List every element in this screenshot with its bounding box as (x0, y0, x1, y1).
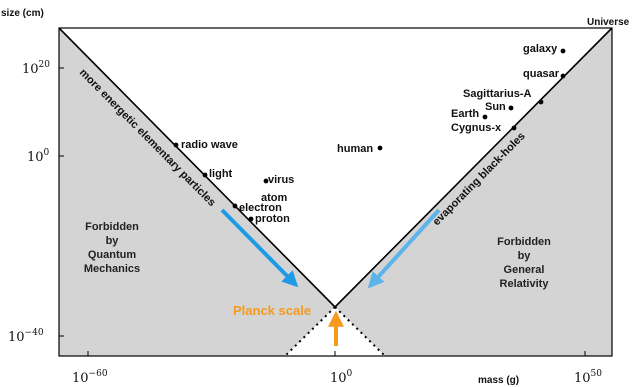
sagittarius-dot (538, 99, 544, 105)
sagittarius-label: Sagittarius-A (463, 88, 532, 100)
x-tick-label: 100 (330, 369, 353, 386)
svg-text:Quantum: Quantum (88, 249, 136, 261)
object-markers (173, 48, 566, 222)
svg-text:by: by (518, 250, 532, 262)
relativity-region-label: Forbidden by General Relativity (497, 236, 551, 290)
cygnus-dot (511, 125, 517, 131)
radio-wave-dot (173, 142, 179, 148)
human-label: human (337, 143, 373, 155)
y-tick-label: 10−40 (8, 328, 44, 345)
x-tick-label: 10−60 (72, 369, 108, 386)
virus-dot (263, 178, 269, 184)
quasar-dot (560, 73, 566, 79)
light-dot (202, 172, 208, 178)
axis-ticks (59, 67, 586, 356)
proton-dot (248, 216, 254, 222)
x-tick-label: 1050 (574, 369, 602, 386)
svg-text:Forbidden: Forbidden (497, 236, 551, 248)
x-axis-title: mass (g) (478, 375, 519, 386)
cygnus-label: Cygnus-x (451, 122, 502, 134)
sun-label: Sun (485, 101, 506, 113)
quasar-label: quasar (523, 68, 560, 80)
earth-label: Earth (451, 108, 479, 120)
y-tick-label: 1020 (22, 60, 50, 77)
quantum-forbidden-region (59, 28, 335, 356)
light-label: light (209, 168, 233, 180)
virus-label: virus (268, 174, 294, 186)
y-tick-label: 100 (27, 148, 50, 165)
svg-text:Forbidden: Forbidden (85, 221, 139, 233)
planck-scale-label: Planck scale (233, 303, 311, 318)
atom-label: atom (261, 192, 288, 204)
particles-arrow (220, 208, 299, 288)
electron-label: electron (239, 202, 282, 214)
earth-dot (482, 114, 488, 120)
galaxy-dot (560, 48, 566, 54)
galaxy-label: galaxy (523, 43, 558, 55)
electron-dot (232, 203, 238, 209)
y-axis-title: size (cm) (1, 8, 44, 19)
quantum-boundary-line (58, 27, 336, 308)
svg-text:Relativity: Relativity (500, 278, 550, 290)
svg-text:General: General (504, 264, 545, 276)
svg-text:Mechanics: Mechanics (84, 263, 140, 275)
relativity-forbidden-region (335, 28, 612, 356)
radio-wave-label: radio wave (181, 139, 238, 151)
human-dot (377, 145, 383, 151)
sun-dot (508, 105, 514, 111)
quantum-region-label: Forbidden by Quantum Mechanics (84, 221, 140, 275)
black-holes-arrow (367, 208, 441, 289)
proton-label: proton (255, 213, 290, 225)
svg-text:by: by (106, 235, 120, 247)
universe-label: Universe (587, 17, 630, 28)
relativity-boundary-line (334, 27, 613, 308)
